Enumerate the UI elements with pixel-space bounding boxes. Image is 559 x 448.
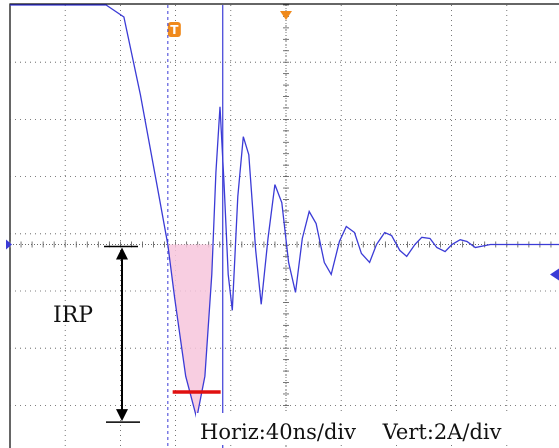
trigger-markers: T (6, 11, 559, 281)
settings-background (196, 413, 526, 445)
irp-arrowhead-up (116, 247, 128, 260)
cursor-lines (167, 5, 224, 448)
trigger-t-label: T (170, 23, 179, 37)
scope-settings-label: Horiz:40ns/div Vert:2A/div (200, 420, 502, 444)
trigger-t-marker (167, 22, 181, 37)
irp-label: IRP (53, 303, 93, 328)
irp-annotation (104, 245, 221, 423)
current-waveform-trace (10, 4, 559, 419)
graticule (9, 3, 559, 448)
trigger-position-marker (280, 11, 292, 20)
irp-arrowhead-down (116, 409, 128, 422)
ground-level-marker (550, 268, 559, 281)
channel-marker (6, 239, 12, 250)
irp-shaded-area (167, 244, 212, 419)
